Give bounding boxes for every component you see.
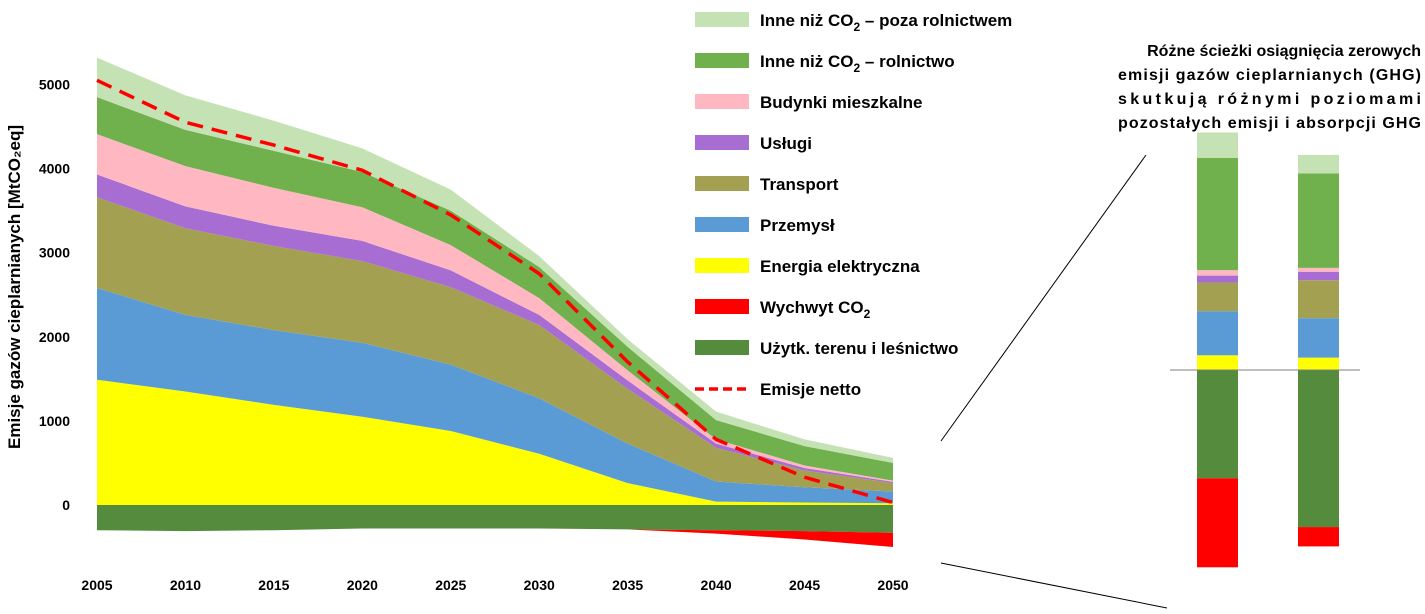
legend-label-poza: Inne niż CO2​ – poza rolnictwem bbox=[760, 11, 1012, 34]
x-tick-label: 2035 bbox=[612, 577, 643, 593]
inset-bar-1-budynki bbox=[1197, 270, 1238, 276]
y-tick-label: 3000 bbox=[39, 245, 70, 261]
x-tick-label: 2015 bbox=[258, 577, 289, 593]
inset-bar-1-uslugi bbox=[1197, 275, 1238, 283]
inset-bar-2-transport bbox=[1298, 280, 1339, 319]
annotation-line: pozostałych emisji i absorpcji GHG bbox=[1118, 115, 1421, 132]
legend-swatch-energia bbox=[695, 258, 749, 273]
inset-bar-1-rolnictwo bbox=[1197, 158, 1238, 271]
connector-line-top bbox=[940, 154, 1147, 442]
legend-swatch-przemysl bbox=[695, 217, 749, 232]
annotation-line: Różne ścieżki osiągnięcia zerowych bbox=[1147, 43, 1421, 60]
area-uslugi bbox=[97, 174, 893, 484]
negative-areas bbox=[97, 505, 893, 547]
x-tick-label: 2025 bbox=[435, 577, 466, 593]
y-tick-label: 2000 bbox=[39, 329, 70, 345]
inset-bar-2-lulucf bbox=[1298, 370, 1339, 528]
inset-bar-2-rolnictwo bbox=[1298, 173, 1339, 268]
net-emissions-line-group bbox=[96, 78, 894, 505]
legend-label-transport: Transport bbox=[760, 175, 839, 194]
stacked-areas bbox=[97, 57, 893, 505]
inset-bar-1-lulucf bbox=[1197, 370, 1238, 479]
x-tick-label: 2005 bbox=[81, 577, 112, 593]
connector-line-bottom bbox=[940, 562, 1168, 609]
legend-swatch-transport bbox=[695, 176, 749, 191]
legend-label-uslugi: Usługi bbox=[760, 134, 812, 153]
net-emissions-line bbox=[96, 78, 894, 505]
inset-bar-2-energia bbox=[1298, 357, 1339, 370]
inset-bar-1-ccs bbox=[1197, 478, 1238, 568]
inset-bar-2-ccs bbox=[1298, 527, 1339, 547]
x-tick-label: 2010 bbox=[170, 577, 201, 593]
legend-swatch-budynki bbox=[695, 94, 749, 109]
legend-swatch-poza bbox=[695, 12, 749, 27]
inset-bar-1-energia bbox=[1197, 355, 1238, 370]
area-lulucf bbox=[97, 505, 893, 533]
inset-bar-chart bbox=[940, 132, 1360, 609]
legend-label-przemysl: Przemysł bbox=[760, 216, 835, 235]
annotation-line: skutkują różnymi poziomami bbox=[1118, 91, 1421, 108]
y-tick-label: 5000 bbox=[39, 77, 70, 93]
inset-bar-2-przemysl bbox=[1298, 318, 1339, 358]
axes: Emisje gazów cieplarnianych [MtCO₂eq] bbox=[5, 125, 24, 449]
x-tick-label: 2050 bbox=[877, 577, 908, 593]
area-budynki bbox=[97, 134, 893, 482]
inset-bar-2-budynki bbox=[1298, 267, 1339, 272]
inset-bar-1-poza bbox=[1197, 132, 1238, 158]
inset-annotation: Różne ścieżki osiągnięcia zerowych emisji… bbox=[1118, 43, 1421, 132]
inset-bar-1-transport bbox=[1197, 282, 1238, 312]
x-tick-label: 2045 bbox=[789, 577, 820, 593]
annotation-line: emisji gazów cieplarnianych (GHG) bbox=[1118, 67, 1421, 84]
legend: Inne niż CO2​ – poza rolnictwem Inne niż … bbox=[695, 11, 1012, 399]
inset-bar-2-uslugi bbox=[1298, 271, 1339, 281]
legend-label-lulucf: Użytk. terenu i leśnictwo bbox=[760, 339, 958, 358]
inset-bar-1-przemysl bbox=[1197, 311, 1238, 356]
area-ccs bbox=[97, 528, 893, 547]
legend-label-net: Emisje netto bbox=[760, 380, 861, 399]
y-tick-labels: 0 1000 2000 3000 4000 5000 bbox=[39, 77, 70, 514]
legend-swatch-uslugi bbox=[695, 135, 749, 150]
x-tick-label: 2030 bbox=[524, 577, 555, 593]
x-tick-label: 2040 bbox=[701, 577, 732, 593]
legend-swatch-ccs bbox=[695, 299, 749, 314]
legend-swatch-rolnictwo bbox=[695, 53, 749, 68]
y-tick-label: 1000 bbox=[39, 413, 70, 429]
legend-label-budynki: Budynki mieszkalne bbox=[760, 93, 923, 112]
area-transport bbox=[97, 197, 893, 492]
inset-bar-2-poza bbox=[1298, 154, 1339, 174]
legend-label-energia: Energia elektryczna bbox=[760, 257, 920, 276]
area-rolnictwo bbox=[97, 97, 893, 481]
legend-label-ccs: Wychwyt CO2​ bbox=[760, 298, 871, 321]
legend-label-rolnictwo: Inne niż CO2​ – rolnictwo bbox=[760, 52, 955, 75]
y-axis-label: Emisje gazów cieplarnianych [MtCO₂eq] bbox=[5, 125, 24, 449]
y-tick-label: 0 bbox=[62, 497, 70, 513]
legend-swatch-lulucf bbox=[695, 340, 749, 355]
x-tick-label: 2020 bbox=[347, 577, 378, 593]
area-przemysl bbox=[97, 288, 893, 504]
y-tick-label: 4000 bbox=[39, 161, 70, 177]
area-poza bbox=[97, 57, 893, 463]
x-tick-labels: 2005 2010 2015 2020 2025 2030 2035 2040 2045 2050 bbox=[81, 577, 908, 593]
